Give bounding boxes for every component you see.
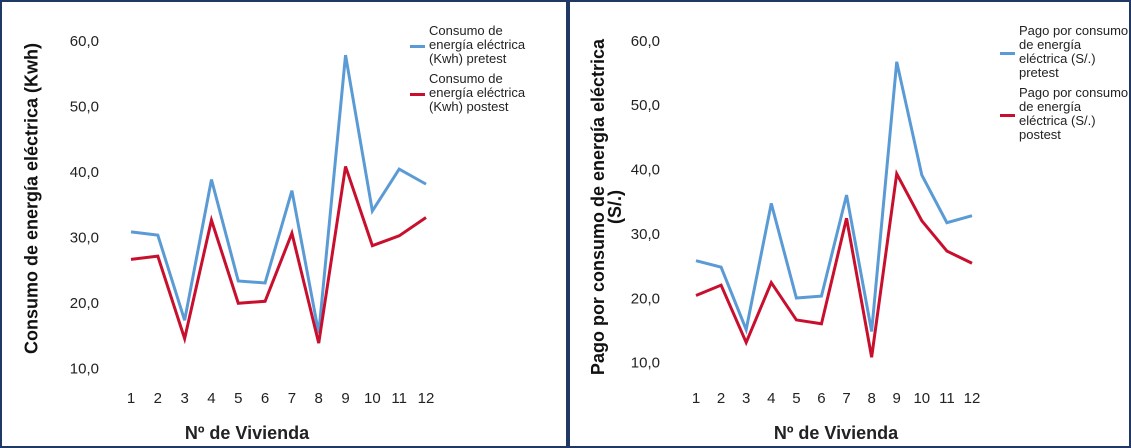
legend-item: Pago por consumo de energía eléctrica (S… [1000, 85, 1129, 142]
x-tick-label: 2 [717, 390, 725, 407]
x-tick-label: 5 [792, 390, 800, 407]
y-axis-title: Consumo de energía eléctrica (Kwh) [21, 42, 42, 355]
x-tick-label: 7 [288, 390, 296, 407]
x-tick-label: 4 [767, 390, 775, 407]
chart: 10,020,030,040,050,060,01 2 3 4 5 6 7 8 9 10 11 12N… [631, 33, 981, 443]
legend-swatch [1000, 114, 1015, 117]
x-tick-label: 4 [207, 390, 215, 407]
legend-label: Consumo de energía eléctrica (Kwh) prete… [429, 23, 526, 66]
y-axis-title: Pago por consumo de energía eléctrica (S… [588, 38, 625, 376]
y-tick-label: 20,0 [631, 290, 660, 307]
x-tick-label: 8 [315, 390, 323, 407]
x-axis-title: Nº de Vivienda [774, 423, 899, 443]
y-tick-label: 30,0 [70, 229, 99, 246]
x-tick-label: 3 [742, 390, 750, 407]
legend-label: Pago por consumo de energía eléctrica (S… [1019, 23, 1129, 80]
series-line [695, 61, 973, 335]
x-tick-label: 11 [939, 390, 955, 407]
x-tick-label: 6 [261, 390, 269, 407]
chart-panel: 10,0 20,0 30,0 40,0 50,0 60,0 1 2 3 4 5 6 7 8 9 10 11 12 N… [0, 0, 568, 448]
legend: Pago por consumo de energía eléctrica (S… [1000, 23, 1129, 148]
y-tick-label: 30,0 [631, 226, 660, 243]
x-tick-label: 10 [913, 390, 930, 407]
x-tick-label: 9 [893, 390, 901, 407]
series-line [130, 165, 427, 345]
x-tick-label: 3 [180, 390, 188, 407]
x-tick-label: 6 [817, 390, 825, 407]
legend-item: Consumo de energía eléctrica (Kwh) poste… [410, 72, 541, 114]
y-tick-label: 40,0 [631, 162, 660, 179]
legend-label: Pago por consumo de energía eléctrica (S… [1019, 85, 1129, 142]
x-tick-label: 9 [341, 390, 349, 407]
chart-panel: 10,0 20,0 30,0 40,0 50,0 60,0 1 2 3 4 5 6 7 8 9 10 11 12 N… [568, 0, 1131, 448]
y-tick-label: 40,0 [70, 164, 99, 181]
legend: Consumo de energía eléctrica (Kwh) prete… [410, 24, 541, 120]
x-tick-label: 8 [867, 390, 875, 407]
y-tick-label: 10,0 [70, 360, 99, 377]
series-line [695, 169, 973, 358]
y-tick-label: 50,0 [631, 97, 660, 114]
x-tick-label: 10 [364, 390, 381, 407]
y-tick-label: 50,0 [70, 99, 99, 116]
y-tick-label: 10,0 [631, 355, 660, 372]
legend-item: Pago por consumo de energía eléctrica (S… [1000, 23, 1129, 80]
x-tick-label: 2 [154, 390, 162, 407]
x-tick-label: 5 [234, 390, 242, 407]
x-tick-label: 1 [692, 390, 700, 407]
legend-swatch [410, 93, 425, 96]
chart: 10,020,030,040,050,060,01 2 3 4 5 6 7 8 9 10 11 12N… [70, 33, 435, 443]
x-axis-title: Nº de Vivienda [185, 423, 310, 443]
legend-label: Consumo de energía eléctrica (Kwh) poste… [429, 71, 526, 114]
x-tick-label: 7 [842, 390, 850, 407]
series-line [130, 54, 427, 334]
legend-swatch [410, 45, 425, 48]
x-tick-label: 12 [418, 390, 435, 407]
legend-item: Consumo de energía eléctrica (Kwh) prete… [410, 24, 541, 66]
y-tick-label: 60,0 [631, 33, 660, 50]
y-tick-label: 20,0 [70, 295, 99, 312]
x-tick-label: 1 [127, 390, 135, 407]
x-tick-label: 11 [391, 390, 407, 407]
x-tick-label: 12 [964, 390, 981, 407]
legend-swatch [1000, 52, 1015, 55]
y-tick-label: 60,0 [70, 33, 99, 50]
